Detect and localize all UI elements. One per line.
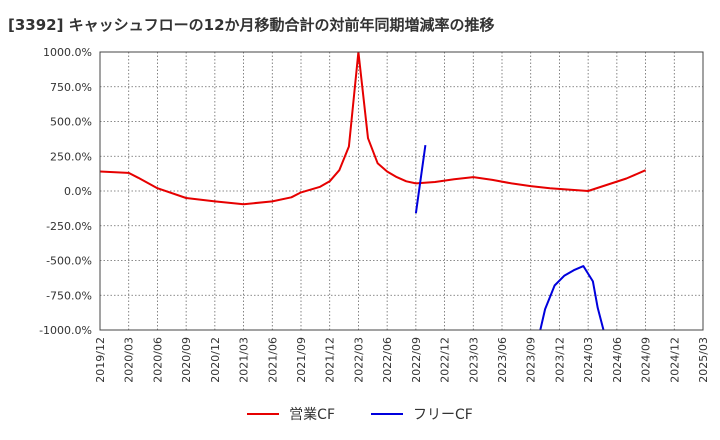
x-tick-label: 2022/03 [352,337,365,383]
x-axis: 2019/12 2020/03 2020/06 2020/09 2020/12 2021/… [94,337,710,383]
x-tick-label: 2019/12 [94,337,107,383]
legend-swatch-free-cf [371,413,403,415]
x-tick-label: 2021/09 [295,337,308,383]
x-tick-label: 2025/03 [697,337,710,383]
series-line-operating-cf [100,52,646,206]
y-tick-label: -1000.0% [39,324,92,337]
x-tick-label: 2020/09 [180,337,193,383]
y-tick-label: -750.0% [46,289,92,302]
x-tick-label: 2023/03 [467,337,480,383]
legend-item-operating-cf: 営業CF [247,404,335,424]
x-tick-label: 2021/06 [266,337,279,383]
series-lines [100,52,646,330]
x-tick-label: 2020/03 [123,337,136,383]
series-line-free-cf [414,144,427,214]
x-tick-label: 2023/12 [553,337,566,383]
y-tick-label: 250.0% [50,150,92,163]
y-tick-label: 750.0% [50,81,92,94]
y-tick-label: -250.0% [46,220,92,233]
x-tick-label: 2020/12 [209,337,222,383]
plot-frame [99,51,704,331]
x-tick-label: 2021/03 [238,337,251,383]
x-tick-label: 2024/09 [640,337,653,383]
y-axis: 1000.0% 750.0% 500.0% 250.0% 0.0% -250.0% -500… [39,46,92,337]
legend-label-operating-cf: 営業CF [289,407,335,423]
y-tick-label: -500.0% [46,255,92,268]
x-tick-label: 2024/12 [668,337,681,383]
x-tick-label: 2022/12 [439,337,452,383]
y-tick-label: 1000.0% [43,46,92,59]
x-tick-label: 2022/09 [410,337,423,383]
y-tick-label: 0.0% [64,185,92,198]
x-tick-label: 2020/06 [151,337,164,383]
x-tick-label: 2022/06 [381,337,394,383]
legend-swatch-operating-cf [247,413,280,415]
chart-title: [3392] キャッシュフローの12か月移動合計の対前年同期増減率の推移 [8,16,495,34]
x-tick-label: 2023/09 [525,337,538,383]
y-tick-label: 500.0% [50,116,92,129]
legend: 営業CF フリーCF [0,404,720,424]
x-tick-label: 2023/06 [496,337,509,383]
x-tick-label: 2024/06 [611,337,624,383]
series-line-free-cf [539,265,605,330]
x-tick-label: 2024/03 [582,337,595,383]
legend-label-free-cf: フリーCF [413,407,473,423]
legend-item-free-cf: フリーCF [371,404,473,424]
x-tick-label: 2021/12 [324,337,337,383]
